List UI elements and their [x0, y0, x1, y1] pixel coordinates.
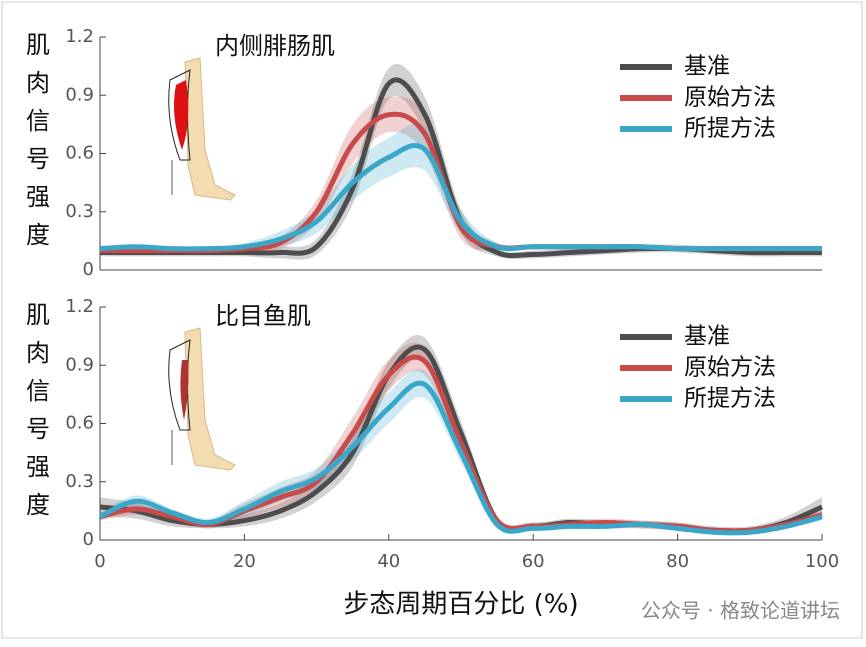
y-tick-label: 1.2 — [65, 296, 94, 317]
x-axis-label: 步态周期百分比 (%) — [343, 590, 578, 620]
panel-title: 内侧腓肠肌 — [215, 32, 335, 60]
x-tick-label: 40 — [377, 551, 400, 572]
x-tick-label: 80 — [666, 551, 689, 572]
leg-illustration-bottom — [168, 327, 236, 471]
legend-label: 所提方法 — [684, 116, 776, 142]
y-tick-label: 0 — [83, 529, 94, 550]
y-tick-label: 0.9 — [65, 84, 94, 105]
series-line — [98, 380, 823, 536]
legend-label: 所提方法 — [684, 386, 776, 412]
watermark: 公众号 · 格致论道讲坛 — [641, 599, 840, 623]
y-axis-label: 肌肉信号强度 — [26, 301, 50, 519]
leg-illustration-top — [168, 57, 236, 201]
y-tick-label: 0 — [83, 259, 94, 280]
series-line — [99, 143, 822, 252]
x-tick-label: 20 — [233, 551, 256, 572]
y-tick-label: 1.2 — [65, 26, 94, 47]
y-tick-label: 0.3 — [65, 201, 94, 222]
x-tick-label: 100 — [805, 551, 839, 572]
y-tick-label: 0.9 — [65, 354, 94, 375]
y-tick-label: 0.6 — [65, 143, 94, 164]
legend-label: 原始方法 — [684, 85, 776, 111]
y-tick-label: 0.6 — [65, 413, 94, 434]
x-tick-label: 0 — [94, 551, 105, 572]
legend-label: 基准 — [684, 54, 730, 80]
legend-label: 原始方法 — [684, 355, 776, 381]
x-tick-label: 60 — [522, 551, 545, 572]
legend-label: 基准 — [684, 324, 730, 350]
y-tick-label: 0.3 — [65, 471, 94, 492]
y-axis-label: 肌肉信号强度 — [26, 31, 50, 249]
panel-title: 比目鱼肌 — [215, 302, 311, 330]
